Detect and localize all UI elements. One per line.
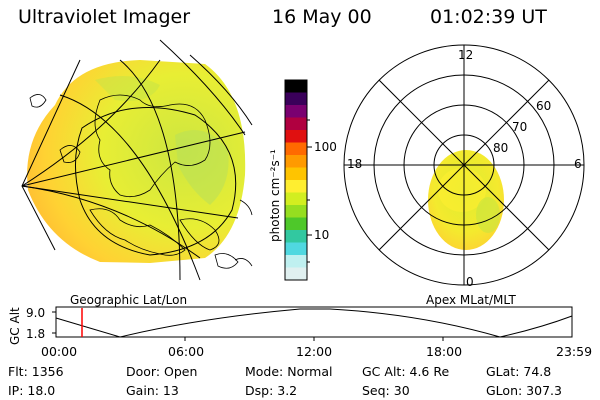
polar-plot (343, 44, 585, 286)
instrument-title: Ultraviolet Imager (18, 6, 191, 28)
timeline-axis-label: GC Alt (8, 307, 22, 345)
time-label: 01:02:39 UT (430, 6, 547, 28)
door-status: Door: Open (126, 364, 198, 379)
mlt-label-18: 18 (347, 157, 362, 171)
colorbar-segment (285, 230, 307, 243)
colorbar-segment (285, 205, 307, 218)
timeline-tick-0: 00:00 (41, 344, 77, 359)
colorbar-segment (285, 167, 307, 181)
timeline-ticks (52, 311, 444, 341)
timeline-frame (55, 306, 573, 338)
lat-label-60: 60 (536, 99, 551, 113)
colorbar-label-10: 10 (314, 228, 329, 242)
colorbar-segment (285, 217, 307, 231)
mlt-label-12: 12 (458, 48, 473, 62)
colorbar-segment (285, 155, 307, 168)
date-label: 16 May 00 (272, 6, 372, 28)
timeline-ylabel-bottom: 1.8 (26, 327, 45, 341)
colorbar-segment (285, 117, 307, 131)
coastlines (29, 94, 253, 269)
colorbar-segment (285, 180, 307, 193)
timeline-tick-1: 06:00 (168, 344, 204, 359)
colorbar-segment (285, 255, 307, 268)
timeline-plot: 9.0 1.8 GC Alt 00:00 06:00 12:00 18:00 2… (8, 306, 592, 359)
apex-caption: Apex MLat/MLT (426, 293, 516, 307)
colorbar-segment (285, 267, 307, 281)
colorbar-segment (285, 242, 307, 256)
gain-value: Gain: 13 (126, 383, 179, 398)
colorbar (285, 80, 307, 281)
sequence-value: Seq: 30 (362, 383, 410, 398)
geographic-caption: Geographic Lat/Lon (70, 293, 187, 307)
colorbar-ticks (307, 119, 312, 263)
mlt-line-diag2 (378, 79, 550, 251)
colorbar-segment (285, 92, 307, 106)
geo-latitude: GLat: 74.8 (486, 364, 552, 379)
auroral-image-geographic (27, 60, 246, 263)
dsp-value: Dsp: 3.2 (245, 383, 298, 398)
green-patch (175, 130, 229, 205)
geographic-grid (21, 39, 253, 281)
geo-longitude: GLon: 307.3 (486, 383, 562, 398)
gc-altitude: GC Alt: 4.6 Re (362, 364, 450, 379)
green-patch-2 (95, 76, 160, 101)
timeline-tick-4: 23:59 (556, 344, 592, 359)
lat-label-80: 80 (493, 141, 508, 155)
mlt-label-6: 6 (574, 157, 582, 171)
timeline-tick-3: 18:00 (426, 344, 462, 359)
ip-value: IP: 18.0 (8, 383, 56, 398)
colorbar-segment (285, 130, 307, 143)
colorbar-segment (285, 142, 307, 156)
timeline-ylabel-top: 9.0 (26, 306, 45, 320)
lat-label-70: 70 (512, 120, 527, 134)
colorbar-unit: photon cm⁻²s⁻¹ (268, 149, 282, 242)
colorbar-segment (285, 192, 307, 206)
colorbar-frame (284, 79, 308, 281)
mode-status: Mode: Normal (245, 364, 333, 379)
timeline-tick-2: 12:00 (296, 344, 332, 359)
colorbar-segment (285, 80, 307, 93)
flight-number: Flt: 1356 (8, 364, 64, 379)
colorbar-segment (285, 105, 307, 118)
mlt-label-0: 0 (466, 275, 474, 289)
altitude-curve (55, 308, 573, 338)
auroral-oval-green (476, 197, 500, 233)
colorbar-label-100: 100 (314, 140, 337, 154)
